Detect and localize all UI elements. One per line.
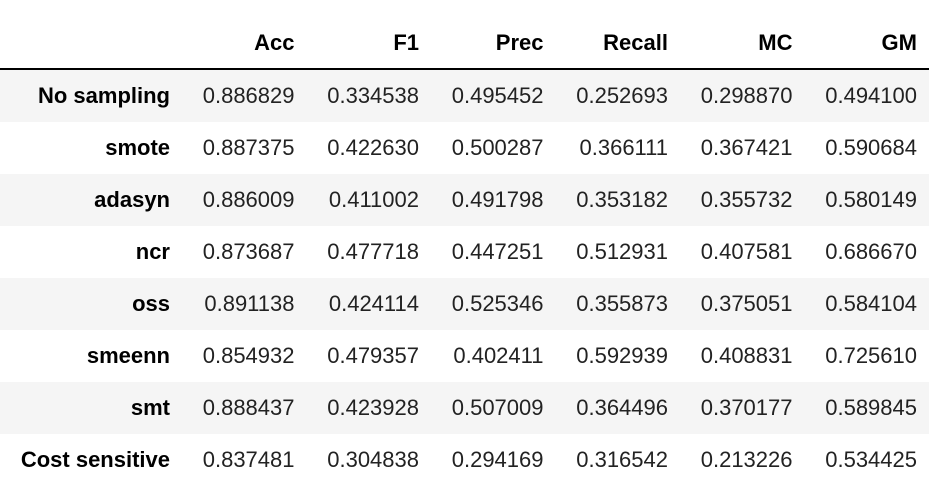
cell-recall: 0.364496: [556, 382, 681, 434]
cell-prec: 0.294169: [431, 434, 556, 486]
cell-prec: 0.447251: [431, 226, 556, 278]
results-table: Acc F1 Prec Recall MC GM No sampling 0.8…: [0, 18, 929, 486]
cell-mc: 0.407581: [680, 226, 805, 278]
cell-prec: 0.525346: [431, 278, 556, 330]
cell-acc: 0.886829: [182, 69, 307, 122]
cell-recall: 0.512931: [556, 226, 681, 278]
cell-f1: 0.477718: [307, 226, 432, 278]
table-row: smeenn 0.854932 0.479357 0.402411 0.5929…: [0, 330, 929, 382]
table-row: adasyn 0.886009 0.411002 0.491798 0.3531…: [0, 174, 929, 226]
column-header-mc: MC: [680, 18, 805, 69]
column-header-gm: GM: [805, 18, 930, 69]
cell-acc: 0.886009: [182, 174, 307, 226]
row-label: Cost sensitive: [0, 434, 182, 486]
row-label: adasyn: [0, 174, 182, 226]
cell-f1: 0.411002: [307, 174, 432, 226]
header-row: Acc F1 Prec Recall MC GM: [0, 18, 929, 69]
cell-prec: 0.500287: [431, 122, 556, 174]
row-label: smeenn: [0, 330, 182, 382]
cell-gm: 0.725610: [805, 330, 930, 382]
column-header-acc: Acc: [182, 18, 307, 69]
cell-gm: 0.580149: [805, 174, 930, 226]
row-label: smt: [0, 382, 182, 434]
cell-gm: 0.686670: [805, 226, 930, 278]
index-header: [0, 18, 182, 69]
row-label: oss: [0, 278, 182, 330]
cell-mc: 0.370177: [680, 382, 805, 434]
cell-recall: 0.355873: [556, 278, 681, 330]
cell-gm: 0.534425: [805, 434, 930, 486]
cell-prec: 0.491798: [431, 174, 556, 226]
cell-f1: 0.479357: [307, 330, 432, 382]
cell-recall: 0.592939: [556, 330, 681, 382]
cell-mc: 0.408831: [680, 330, 805, 382]
row-label: ncr: [0, 226, 182, 278]
cell-f1: 0.424114: [307, 278, 432, 330]
column-header-prec: Prec: [431, 18, 556, 69]
cell-recall: 0.316542: [556, 434, 681, 486]
table-row: smote 0.887375 0.422630 0.500287 0.36611…: [0, 122, 929, 174]
cell-prec: 0.495452: [431, 69, 556, 122]
cell-recall: 0.252693: [556, 69, 681, 122]
cell-gm: 0.494100: [805, 69, 930, 122]
cell-acc: 0.873687: [182, 226, 307, 278]
cell-mc: 0.375051: [680, 278, 805, 330]
table-row: smt 0.888437 0.423928 0.507009 0.364496 …: [0, 382, 929, 434]
table-body: No sampling 0.886829 0.334538 0.495452 0…: [0, 69, 929, 486]
cell-acc: 0.854932: [182, 330, 307, 382]
cell-recall: 0.366111: [556, 122, 681, 174]
table-row: oss 0.891138 0.424114 0.525346 0.355873 …: [0, 278, 929, 330]
table-row: ncr 0.873687 0.477718 0.447251 0.512931 …: [0, 226, 929, 278]
column-header-recall: Recall: [556, 18, 681, 69]
row-label: smote: [0, 122, 182, 174]
table-row: Cost sensitive 0.837481 0.304838 0.29416…: [0, 434, 929, 486]
cell-prec: 0.507009: [431, 382, 556, 434]
cell-acc: 0.888437: [182, 382, 307, 434]
column-header-f1: F1: [307, 18, 432, 69]
cell-gm: 0.584104: [805, 278, 930, 330]
cell-f1: 0.423928: [307, 382, 432, 434]
table-row: No sampling 0.886829 0.334538 0.495452 0…: [0, 69, 929, 122]
cell-acc: 0.837481: [182, 434, 307, 486]
cell-acc: 0.887375: [182, 122, 307, 174]
cell-recall: 0.353182: [556, 174, 681, 226]
row-label: No sampling: [0, 69, 182, 122]
cell-mc: 0.298870: [680, 69, 805, 122]
cell-f1: 0.304838: [307, 434, 432, 486]
cell-mc: 0.213226: [680, 434, 805, 486]
table-header: Acc F1 Prec Recall MC GM: [0, 18, 929, 69]
cell-mc: 0.367421: [680, 122, 805, 174]
cell-f1: 0.334538: [307, 69, 432, 122]
cell-mc: 0.355732: [680, 174, 805, 226]
cell-prec: 0.402411: [431, 330, 556, 382]
cell-gm: 0.590684: [805, 122, 930, 174]
cell-gm: 0.589845: [805, 382, 930, 434]
cell-f1: 0.422630: [307, 122, 432, 174]
cell-acc: 0.891138: [182, 278, 307, 330]
